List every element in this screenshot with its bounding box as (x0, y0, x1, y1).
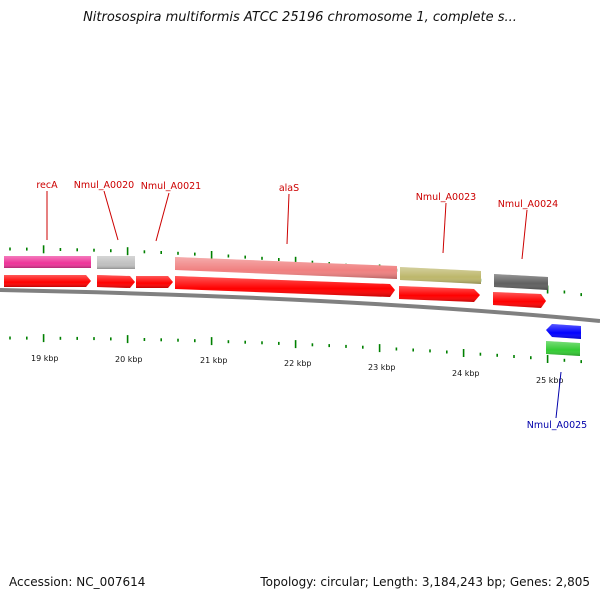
cds-arrow-nmul-a0021[interactable] (136, 276, 173, 288)
gene-boxes (4, 256, 548, 290)
lower-tick-marks (9, 334, 583, 364)
gene-label-nmul-a0025[interactable]: Nmul_A0025 (527, 420, 587, 431)
label-leaders (46, 190, 562, 419)
leader-nmul-a0023 (442, 202, 447, 254)
accession-text: Accession: NC_007614 (9, 575, 146, 589)
reverse-strand-genes (546, 324, 581, 356)
cds-arrow-alaS[interactable] (175, 276, 395, 297)
genome-stats-text: Topology: circular; Length: 3,184,243 bp… (260, 575, 590, 589)
backbone-line (0, 288, 600, 323)
cds-arrow-nmul-a0024[interactable] (493, 292, 546, 308)
cds-arrow-nmul-a0023[interactable] (399, 286, 480, 302)
gene-box-nmul-a0023[interactable] (400, 267, 481, 284)
gene-label-nmul-a0024[interactable]: Nmul_A0024 (498, 199, 558, 210)
gene-label-nmul-a0020[interactable]: Nmul_A0020 (74, 180, 134, 191)
scale-axis: 19 kbp 20 kbp 21 kbp 22 kbp 23 kbp 24 kb… (31, 354, 564, 385)
gene-label-alaS[interactable]: alaS (279, 183, 299, 194)
cds-arrow-nmul-a0020[interactable] (97, 275, 135, 288)
leader-nmul-a0020 (103, 190, 119, 241)
gene-label-nmul-a0021[interactable]: Nmul_A0021 (141, 181, 201, 192)
gene-label-recA[interactable]: recA (36, 180, 58, 191)
gene-box-nmul-a0020[interactable] (97, 256, 135, 269)
leader-nmul-a0024 (521, 209, 528, 260)
gene-box-alaS[interactable] (175, 257, 397, 279)
gene-box-green[interactable] (546, 341, 580, 356)
kbp-label-25: 25 kbp (536, 376, 564, 385)
kbp-label-20: 20 kbp (115, 355, 143, 364)
gene-arrow-nmul-a0025[interactable] (546, 324, 581, 339)
gene-label-nmul-a0023[interactable]: Nmul_A0023 (416, 192, 476, 203)
leader-alaS (286, 193, 290, 245)
cds-arrows (4, 275, 546, 308)
kbp-label-19: 19 kbp (31, 354, 59, 363)
gene-box-nmul-a0024[interactable] (494, 274, 548, 290)
leader-nmul-a0025 (555, 371, 562, 419)
kbp-label-23: 23 kbp (368, 363, 396, 372)
kbp-label-24: 24 kbp (452, 369, 480, 378)
leader-nmul-a0021 (155, 192, 170, 242)
kbp-label-22: 22 kbp (284, 359, 312, 368)
gene-box-recA[interactable] (4, 256, 91, 268)
cds-arrow-recA[interactable] (4, 275, 91, 287)
map-title: Nitrosospira multiformis ATCC 25196 chro… (83, 10, 517, 25)
kbp-label-21: 21 kbp (200, 356, 228, 365)
gene-labels: recA Nmul_A0020 Nmul_A0021 alaS Nmul_A00… (36, 180, 587, 431)
